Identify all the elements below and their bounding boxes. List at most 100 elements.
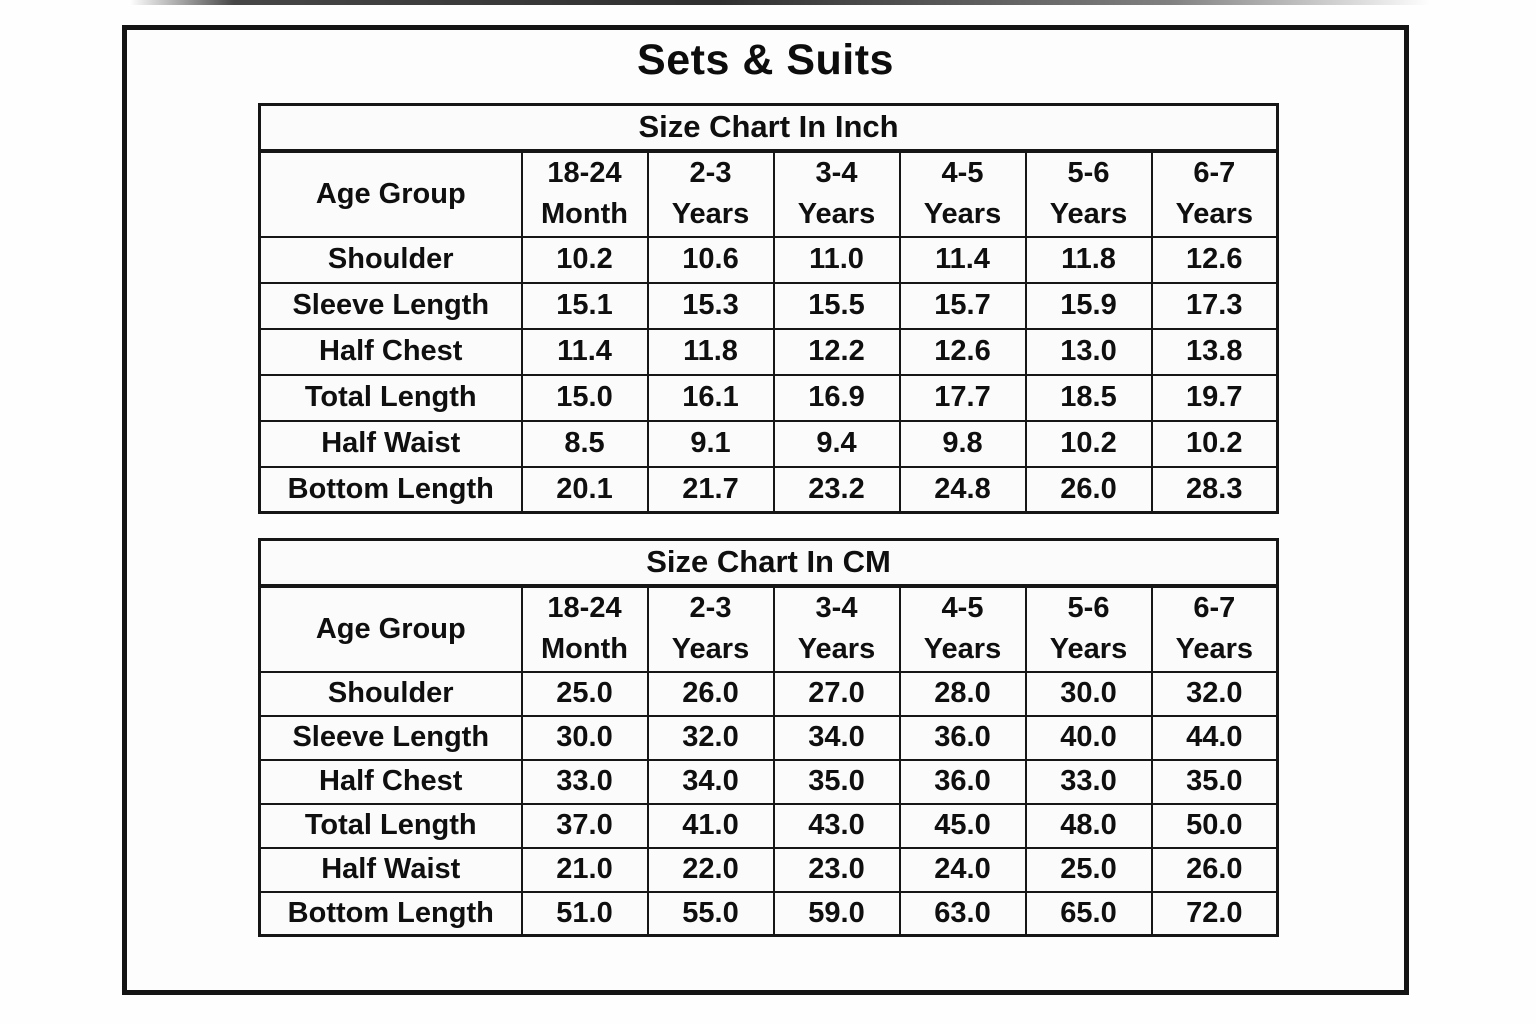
measurement-cell: 18.5 [1024,373,1153,422]
measurement-cell: 24.8 [898,465,1027,514]
col-header-line: 2-3 [689,157,732,189]
measurement-cell: 72.0 [1150,890,1279,937]
col-header: 3-4 Years [772,584,901,673]
measurement-cell: 51.0 [520,890,649,937]
measurement-cell: 25.0 [1024,846,1153,893]
col-header-line: 2-3 [689,592,732,624]
measurement-cell: 23.0 [772,846,901,893]
measurement-cell: 26.0 [1150,846,1279,893]
measurement-cell: 35.0 [772,758,901,805]
table-title: Size Chart In Inch [258,103,1279,153]
measurement-cell: 17.7 [898,373,1027,422]
table-title-row: Size Chart In Inch [258,103,1279,153]
col-header-line: Years [797,633,876,665]
col-header-line: Years [923,198,1002,230]
row-label: Half Chest [258,758,523,805]
measurement-cell: 65.0 [1024,890,1153,937]
measurement-cell: 55.0 [646,890,775,937]
measurement-cell: 10.2 [1150,419,1279,468]
measurement-cell: 25.0 [520,670,649,717]
table-row: Half Chest 11.4 11.8 12.2 12.6 13.0 13.8 [258,327,1279,376]
measurement-cell: 32.0 [1150,670,1279,717]
measurement-cell: 45.0 [898,802,1027,849]
row-label: Sleeve Length [258,714,523,761]
measurement-cell: 22.0 [646,846,775,893]
col-header: 6-7 Years [1150,149,1279,238]
measurement-cell: 21.7 [646,465,775,514]
col-header-line: 3-4 [815,592,858,624]
measurement-cell: 10.2 [1024,419,1153,468]
measurement-cell: 34.0 [646,758,775,805]
measurement-cell: 48.0 [1024,802,1153,849]
measurement-cell: 59.0 [772,890,901,937]
measurement-cell: 15.7 [898,281,1027,330]
col-header: 5-6 Years [1024,584,1153,673]
col-header: 18-24 Month [520,584,649,673]
row-label: Shoulder [258,235,523,284]
measurement-cell: 13.0 [1024,327,1153,376]
table-row: Half Waist 8.5 9.1 9.4 9.8 10.2 10.2 [258,419,1279,468]
table-row: Total Length 15.0 16.1 16.9 17.7 18.5 19… [258,373,1279,422]
measurement-cell: 24.0 [898,846,1027,893]
measurement-cell: 21.0 [520,846,649,893]
row-label: Half Chest [258,327,523,376]
measurement-cell: 11.4 [898,235,1027,284]
col-header-line: 3-4 [815,157,858,189]
outer-frame: Sets & Suits Size Chart In Inch Age Grou… [122,25,1409,995]
table-row: Sleeve Length 15.1 15.3 15.5 15.7 15.9 1… [258,281,1279,330]
size-chart-cm-table: Size Chart In CM Age Group 18-24 Month 2… [258,538,1280,937]
col-header-line: 4-5 [941,592,984,624]
col-header: 2-3 Years [646,584,775,673]
measurement-cell: 10.2 [520,235,649,284]
measurement-cell: 40.0 [1024,714,1153,761]
col-header-line: 18-24 [547,157,622,189]
measurement-cell: 37.0 [520,802,649,849]
row-label: Total Length [258,373,523,422]
measurement-cell: 12.2 [772,327,901,376]
col-header-line: Month [541,633,628,665]
row-label: Total Length [258,802,523,849]
measurement-cell: 26.0 [646,670,775,717]
table-title-row: Size Chart In CM [258,538,1279,588]
measurement-cell: 63.0 [898,890,1027,937]
measurement-cell: 15.0 [520,373,649,422]
col-header-line: 6-7 [1193,592,1236,624]
col-header-line: Years [797,198,876,230]
size-chart-inch-table: Size Chart In Inch Age Group 18-24 Month… [258,103,1280,514]
measurement-cell: 8.5 [520,419,649,468]
col-header: 6-7 Years [1150,584,1279,673]
table-row: Half Waist 21.0 22.0 23.0 24.0 25.0 26.0 [258,846,1279,893]
measurement-cell: 30.0 [520,714,649,761]
col-header: 5-6 Years [1024,149,1153,238]
col-header-line: Years [1049,198,1128,230]
col-header: 4-5 Years [898,584,1027,673]
col-header-line: Years [671,633,750,665]
measurement-cell: 36.0 [898,714,1027,761]
table-row: Bottom Length 20.1 21.7 23.2 24.8 26.0 2… [258,465,1279,514]
table-row: Total Length 37.0 41.0 43.0 45.0 48.0 50… [258,802,1279,849]
measurement-cell: 19.7 [1150,373,1279,422]
age-group-header: Age Group [258,149,523,238]
col-header-line: Years [1049,633,1128,665]
measurement-cell: 13.8 [1150,327,1279,376]
col-header-line: 5-6 [1067,592,1110,624]
table-row: Sleeve Length 30.0 32.0 34.0 36.0 40.0 4… [258,714,1279,761]
measurement-cell: 33.0 [1024,758,1153,805]
row-label: Sleeve Length [258,281,523,330]
measurement-cell: 15.3 [646,281,775,330]
measurement-cell: 35.0 [1150,758,1279,805]
page-title: Sets & Suits [637,36,894,84]
col-header-line: Month [541,198,628,230]
measurement-cell: 23.2 [772,465,901,514]
measurement-cell: 50.0 [1150,802,1279,849]
col-header-line: Years [1175,633,1253,665]
measurement-cell: 12.6 [1150,235,1279,284]
measurement-cell: 15.5 [772,281,901,330]
column-header-row: Age Group 18-24 Month 2-3 Years 3-4 Year… [258,149,1279,238]
table-row: Shoulder 25.0 26.0 27.0 28.0 30.0 32.0 [258,670,1279,717]
col-header-line: Years [923,633,1002,665]
measurement-cell: 17.3 [1150,281,1279,330]
measurement-cell: 9.4 [772,419,901,468]
measurement-cell: 26.0 [1024,465,1153,514]
